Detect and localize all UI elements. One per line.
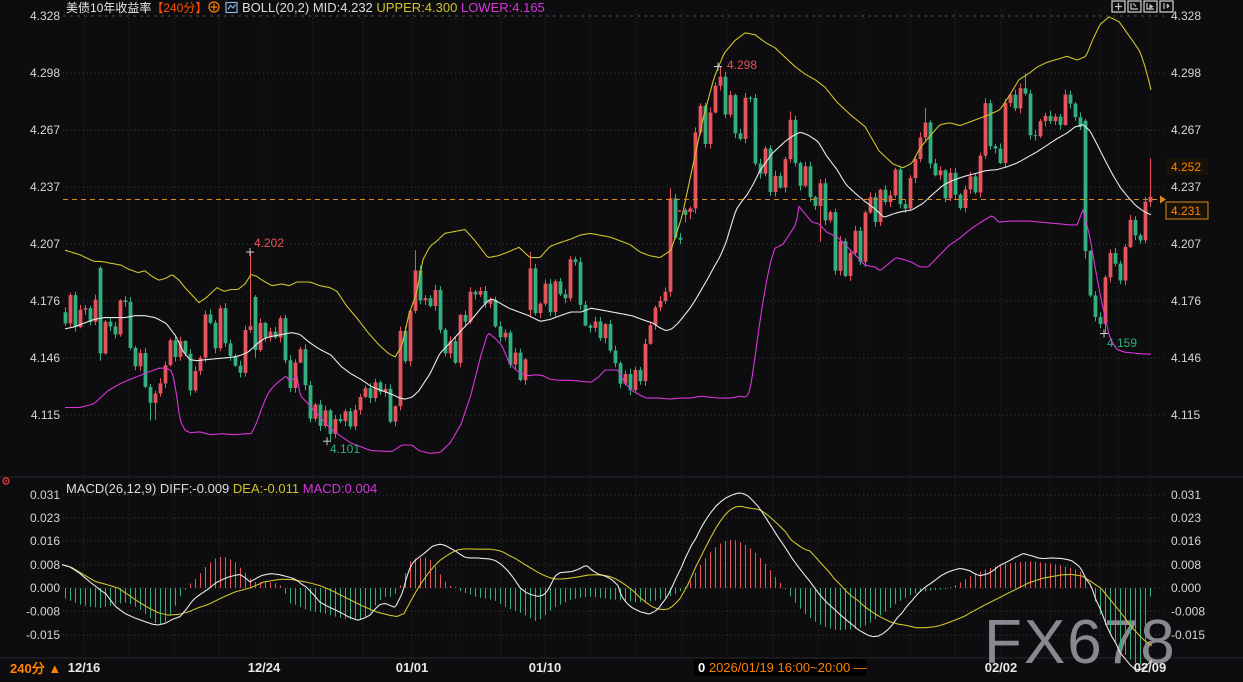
svg-text:4.298: 4.298 [1171,66,1201,80]
svg-text:0.008: 0.008 [30,558,60,572]
svg-text:01/01: 01/01 [396,660,429,675]
svg-text:4.146: 4.146 [1171,351,1201,365]
svg-text:0.000: 0.000 [30,581,60,595]
svg-text:-0.008: -0.008 [1171,605,1205,619]
svg-text:0.000: 0.000 [1171,581,1201,595]
svg-text:4.159: 4.159 [1107,336,1137,350]
svg-text:4.267: 4.267 [30,123,60,137]
svg-text:0 2026/01/19 16:00~20:00 —: 0 2026/01/19 16:00~20:00 — [698,660,867,675]
svg-text:12/24: 12/24 [248,660,281,675]
svg-text:4.267: 4.267 [1171,123,1201,137]
svg-text:-0.015: -0.015 [26,628,60,642]
svg-text:MACD(26,12,9) DIFF:-0.009 DEA: MACD(26,12,9) DIFF:-0.009 DEA:-0.011 MAC… [66,481,377,496]
svg-text:02/09: 02/09 [1134,660,1167,675]
svg-text:0.023: 0.023 [1171,511,1201,525]
svg-text:0.023: 0.023 [30,511,60,525]
svg-text:4.252: 4.252 [1171,160,1201,174]
svg-text:BOLL(20,2) MID:4.232 UPPER:4.: BOLL(20,2) MID:4.232 UPPER:4.300 LOWER:4… [242,0,545,15]
svg-text:4.101: 4.101 [330,442,360,456]
svg-text:FX678: FX678 [984,608,1177,677]
svg-text:0.016: 0.016 [30,534,60,548]
svg-text:4.207: 4.207 [1171,237,1201,251]
svg-text:-0.008: -0.008 [26,605,60,619]
svg-text:4.298: 4.298 [30,66,60,80]
svg-text:4.231: 4.231 [1171,204,1201,218]
svg-text:0.031: 0.031 [1171,488,1201,502]
svg-text:02/02: 02/02 [985,660,1018,675]
svg-text:4.176: 4.176 [1171,294,1201,308]
svg-text:4.298: 4.298 [727,58,757,72]
svg-text:4.237: 4.237 [1171,180,1201,194]
svg-text:01/10: 01/10 [529,660,562,675]
svg-text:4.237: 4.237 [30,180,60,194]
svg-text:0.008: 0.008 [1171,558,1201,572]
svg-text:240分 ▲: 240分 ▲ [10,661,61,676]
svg-text:4.328: 4.328 [1171,9,1201,23]
svg-text:4.115: 4.115 [31,408,60,422]
svg-text:4.328: 4.328 [30,9,60,23]
svg-text:-0.015: -0.015 [1171,628,1205,642]
svg-text:0.016: 0.016 [1171,534,1201,548]
svg-text:4.115: 4.115 [1171,408,1200,422]
svg-text:4.146: 4.146 [30,351,60,365]
svg-text:美债10年收益率【240分】: 美债10年收益率【240分】 [66,0,207,15]
svg-text:0.031: 0.031 [30,488,60,502]
svg-text:4.176: 4.176 [30,294,60,308]
svg-text:4.207: 4.207 [30,237,60,251]
svg-text:12/16: 12/16 [68,660,101,675]
svg-text:4.202: 4.202 [254,236,284,250]
